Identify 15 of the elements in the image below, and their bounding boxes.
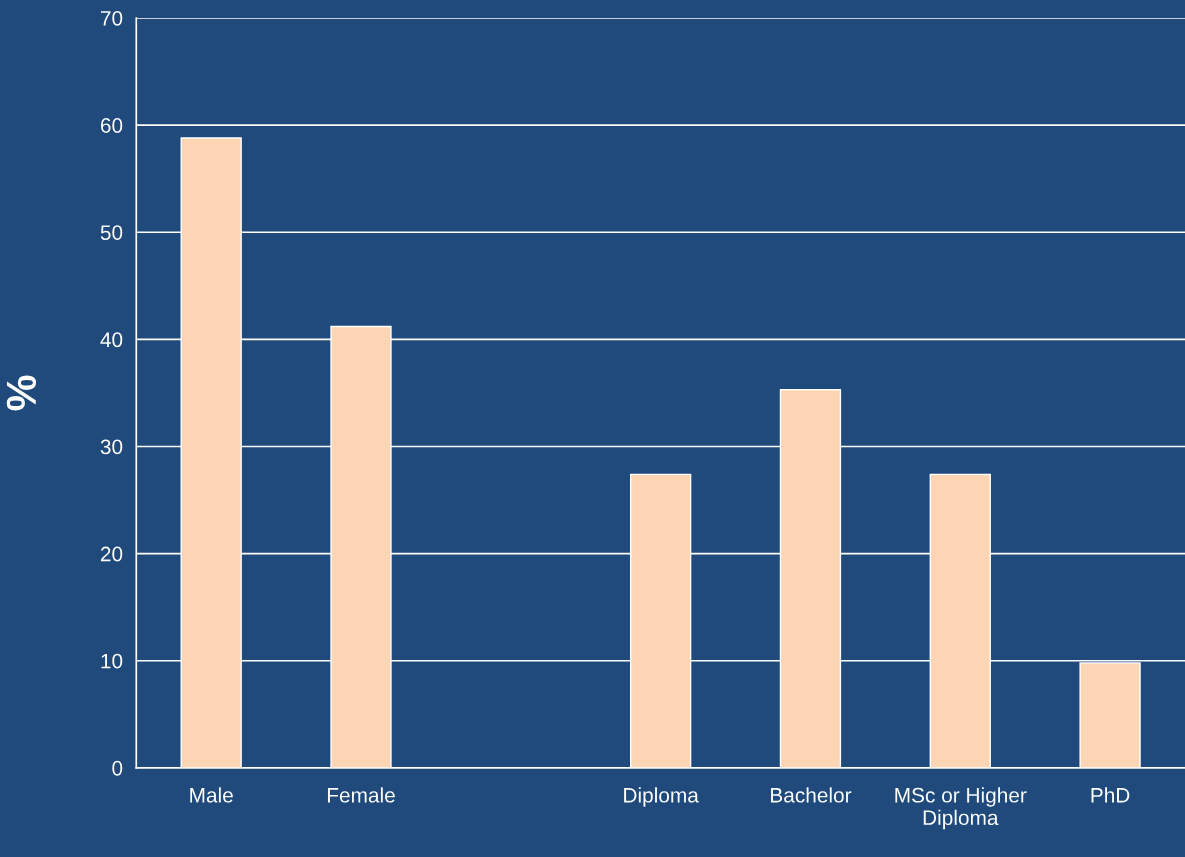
- y-tick-label: 70: [100, 11, 123, 26]
- x-tick-label: MSc or Higher Diploma: [895, 787, 1027, 830]
- x-tick-label: Male: [190, 787, 233, 803]
- x-tick-label: Diploma: [624, 787, 699, 807]
- y-tick-label: 50: [100, 225, 123, 240]
- x-tick-label: Female: [327, 787, 395, 803]
- y-tick-label: 0: [112, 760, 123, 776]
- y-tick-label: 30: [100, 439, 123, 455]
- y-tick-label: 10: [101, 653, 123, 669]
- x-tick-label: PhD: [1091, 787, 1130, 803]
- y-axis-title: %: [6, 375, 37, 411]
- y-tick-label: 40: [100, 332, 123, 348]
- y-tick-label: 60: [100, 118, 123, 133]
- y-tick-label: 20: [100, 546, 123, 562]
- x-tick-label: Bachelor: [771, 787, 852, 803]
